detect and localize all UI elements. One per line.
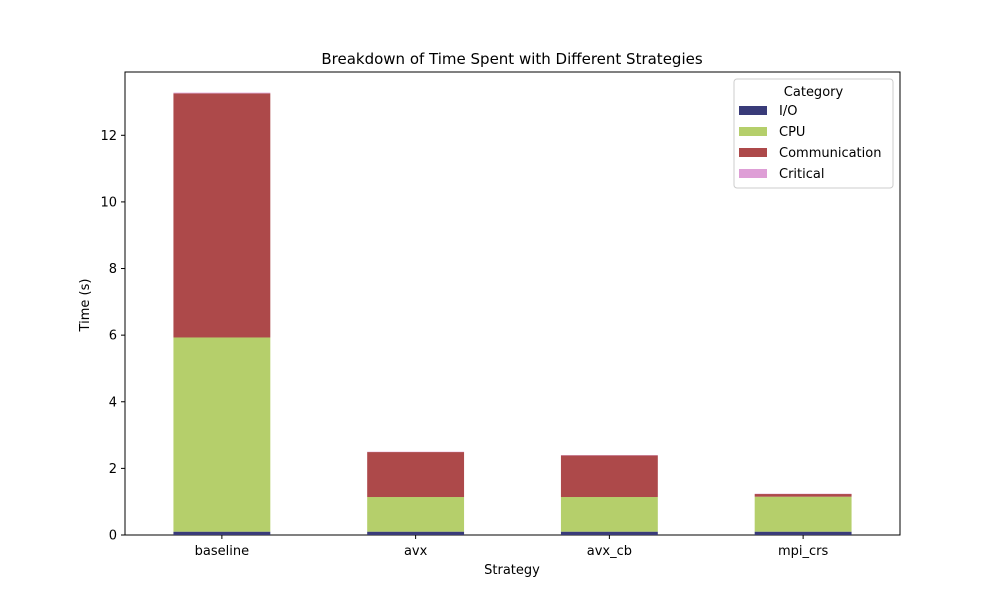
bar-i-o-avx [367,531,465,535]
bar-communication-mpi-crs [754,494,852,497]
bar-i-o-avx-cb [560,531,658,535]
bars-group [173,92,852,535]
x-axis-label: Strategy [484,563,540,578]
bar-cpu-baseline [173,337,271,532]
chart-title: Breakdown of Time Spent with Different S… [321,50,702,68]
legend-title: Category [784,85,844,100]
plot-frame [124,71,901,536]
legend: Category I/O CPU Communication Critical [733,78,894,189]
legend-label: CPU [779,125,805,140]
bar-i-o-baseline [173,531,271,535]
bar-critical-baseline [173,92,271,94]
legend-label: Communication [779,146,881,161]
legend-label: I/O [779,104,797,119]
y-tick-label: 12 [100,129,117,144]
bar-i-o-mpi-crs [754,531,852,535]
y-axis: 0 2 4 6 8 10 12 [100,129,125,544]
bar-cpu-avx [367,497,465,532]
x-tick-label: avx [404,544,428,559]
legend-swatch [739,148,767,157]
y-tick-label: 4 [109,395,117,410]
bar-communication-baseline [173,93,271,338]
x-tick-label: mpi_crs [778,544,829,559]
legend-box [733,78,894,189]
legend-swatch [739,106,767,115]
x-tick-label: avx_cb [587,544,632,559]
legend-swatch [739,127,767,136]
x-tick-label: baseline [195,544,249,559]
y-tick-label: 0 [109,529,117,544]
y-tick-label: 6 [109,329,117,344]
y-tick-label: 8 [109,262,117,277]
bar-cpu-avx-cb [560,497,658,532]
legend-swatch [739,169,767,178]
bar-communication-avx-cb [560,455,658,498]
bar-cpu-mpi-crs [754,496,852,532]
plot-area [124,71,901,536]
y-tick-label: 10 [100,195,117,210]
y-tick-label: 2 [109,462,117,477]
legend-label: Critical [779,167,824,182]
bar-communication-avx [367,452,465,498]
x-axis: baseline avx avx_cb mpi_crs [195,535,829,559]
y-axis-label: Time (s) [78,279,93,333]
